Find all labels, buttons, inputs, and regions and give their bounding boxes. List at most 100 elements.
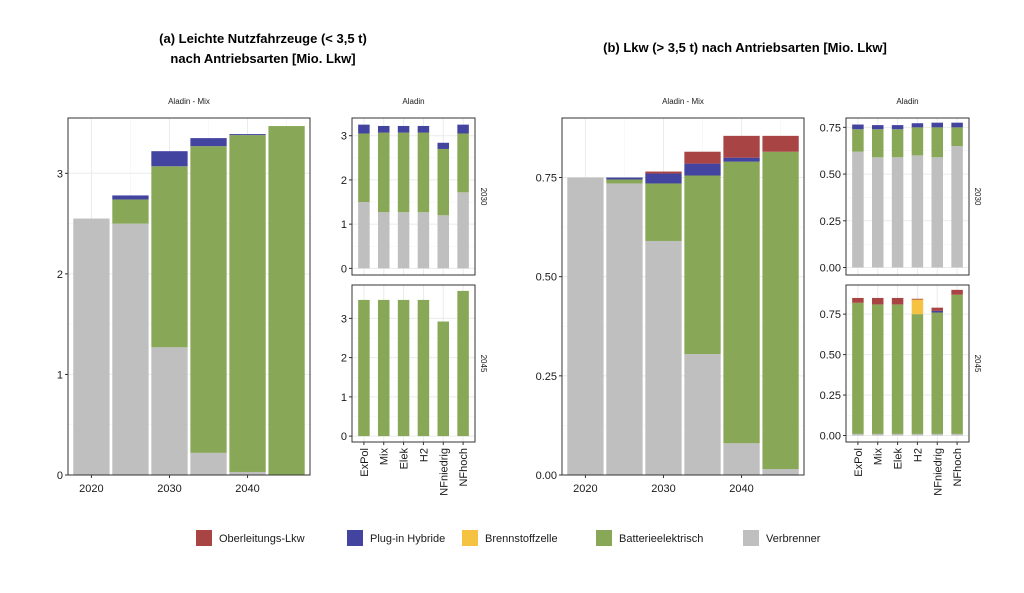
- chart-a-panel-2-border: [351, 117, 476, 276]
- bar-batterieelektrisch: [457, 133, 469, 193]
- bar-verbrenner: [190, 452, 227, 475]
- y-tick-label: 2: [57, 269, 63, 281]
- bar-batterieelektrisch: [931, 312, 944, 434]
- strip-label: Aladin: [896, 97, 918, 106]
- x-tick-label: Mix: [379, 448, 391, 466]
- legend-label-oberleitungs-lkw: Oberleitungs-Lkw: [219, 533, 305, 545]
- x-tick-label: Elek: [399, 448, 411, 470]
- chart-a: (a) Leichte Nutzfahrzeuge (< 3,5 t) nach…: [159, 31, 367, 66]
- bar-verbrenner: [606, 183, 643, 475]
- chart-b: (b) Lkw (> 3,5 t) nach Antriebsarten [Mi…: [603, 40, 887, 55]
- bar-batterieelektrisch: [397, 132, 410, 213]
- chart-a-panel-1-border: [67, 117, 311, 476]
- x-tick-label: 2030: [157, 483, 181, 495]
- chart-b-panel-2-bars: [852, 122, 963, 268]
- bar-oberleitungs-lkw: [645, 171, 682, 174]
- bar-batterieelektrisch: [437, 148, 450, 216]
- chart-b-panel-3-bars: [852, 289, 963, 436]
- bar-verbrenner: [871, 433, 884, 436]
- x-tick-label: NFniedrig: [932, 448, 944, 496]
- bar-batterieelektrisch: [358, 299, 370, 437]
- chart-b-panel-3-background: [846, 285, 969, 442]
- legend-key-verbrenner: [743, 530, 759, 546]
- y-tick-label: 1: [341, 219, 347, 231]
- bar-oberleitungs-lkw: [723, 135, 760, 158]
- x-tick-label: Elek: [893, 448, 905, 470]
- bar-verbrenner: [684, 354, 721, 475]
- bar-plug-in-hybride: [229, 134, 266, 136]
- bar-plug-in-hybride: [951, 122, 963, 128]
- y-tick-label: 0.75: [536, 173, 557, 185]
- legend-key-plug-in-hybride: [347, 530, 363, 546]
- y-tick-label: 0.75: [820, 122, 841, 134]
- bar-plug-in-hybride: [417, 125, 430, 133]
- legend-label-brennstoffzelle: Brennstoffzelle: [485, 533, 558, 545]
- x-tick-label: H2: [418, 448, 430, 462]
- x-tick-label: H2: [912, 448, 924, 462]
- bar-plug-in-hybride: [645, 173, 682, 184]
- chart-a-panel-2-background: [352, 118, 475, 275]
- bar-batterieelektrisch: [871, 129, 884, 158]
- bar-oberleitungs-lkw: [931, 307, 944, 311]
- bar-verbrenner: [358, 202, 370, 269]
- bar-batterieelektrisch: [891, 129, 904, 158]
- chart-a-panel-3-border: [351, 284, 476, 443]
- y-tick-label: 2: [341, 353, 347, 365]
- y-tick-label: 0.25: [820, 216, 841, 228]
- bar-plug-in-hybride: [397, 125, 410, 133]
- chart-a-title-line-2: nach Antriebsarten [Mio. Lkw]: [170, 51, 355, 66]
- chart-b-panel-2-border: [845, 117, 970, 276]
- x-tick-label: ExPol: [359, 448, 371, 477]
- legend-item-plug-in-hybride: Plug-in Hybride: [347, 530, 445, 546]
- legend-item-oberleitungs-lkw: Oberleitungs-Lkw: [196, 530, 305, 546]
- bar-batterieelektrisch: [931, 127, 944, 158]
- bar-batterieelektrisch: [951, 127, 963, 147]
- bar-oberleitungs-lkw: [891, 297, 904, 305]
- y-tick-label: 1: [341, 392, 347, 404]
- legend-item-verbrenner: Verbrenner: [743, 530, 821, 546]
- bar-verbrenner: [931, 157, 944, 268]
- bar-verbrenner: [951, 433, 963, 436]
- bar-verbrenner: [437, 215, 450, 269]
- strip-label: Aladin - Mix: [662, 97, 704, 106]
- chart-b-panel-1: 0.00 0.25 0.50 0.75 2020 2030 2040 Aladin - Mix: [536, 97, 805, 495]
- bar-verbrenner: [151, 347, 188, 475]
- y-tick-label: 2: [341, 175, 347, 187]
- y-tick-label: 0.25: [820, 390, 841, 402]
- bar-verbrenner: [377, 212, 390, 269]
- bar-plug-in-hybride: [891, 125, 904, 130]
- bar-verbrenner: [457, 192, 469, 269]
- legend-item-batterieelektrisch: Batterieelektrisch: [596, 530, 703, 546]
- bar-batterieelektrisch: [852, 129, 864, 152]
- legend-label-plug-in-hybride: Plug-in Hybride: [370, 533, 445, 545]
- y-tick-label: 0.50: [536, 272, 557, 284]
- bar-oberleitungs-lkw: [762, 135, 799, 152]
- x-tick-label: 2040: [729, 483, 753, 495]
- bar-batterieelektrisch: [377, 299, 390, 437]
- bar-batterieelektrisch: [762, 151, 799, 470]
- bar-oberleitungs-lkw: [911, 298, 924, 300]
- bar-verbrenner: [762, 469, 799, 475]
- bar-batterieelektrisch: [417, 299, 430, 437]
- bar-batterieelektrisch: [457, 290, 469, 437]
- bar-oberleitungs-lkw: [852, 297, 864, 303]
- bar-batterieelektrisch: [911, 314, 924, 434]
- bar-batterieelektrisch: [723, 161, 760, 444]
- bar-verbrenner: [723, 443, 760, 475]
- bar-verbrenner: [397, 212, 410, 269]
- chart-b-panel-1-border: [561, 117, 805, 476]
- chart-a-title-line-1: (a) Leichte Nutzfahrzeuge (< 3,5 t): [159, 31, 367, 46]
- chart-b-panel-2-background: [846, 118, 969, 275]
- chart-a-panel-2-bars: [358, 124, 469, 269]
- x-tick-label: NFhoch: [458, 448, 470, 487]
- x-tick-label: NFniedrig: [438, 448, 450, 496]
- legend-item-brennstoffzelle: Brennstoffzelle: [462, 530, 558, 546]
- y-tick-label: 3: [57, 168, 63, 180]
- y-tick-label: 0.00: [536, 470, 557, 482]
- bar-oberleitungs-lkw: [871, 297, 884, 305]
- x-tick-label: Mix: [873, 448, 885, 466]
- legend-key-batterieelektrisch: [596, 530, 612, 546]
- y-tick-label: 0.50: [820, 169, 841, 181]
- bar-batterieelektrisch: [377, 132, 390, 213]
- bar-batterieelektrisch: [437, 321, 450, 437]
